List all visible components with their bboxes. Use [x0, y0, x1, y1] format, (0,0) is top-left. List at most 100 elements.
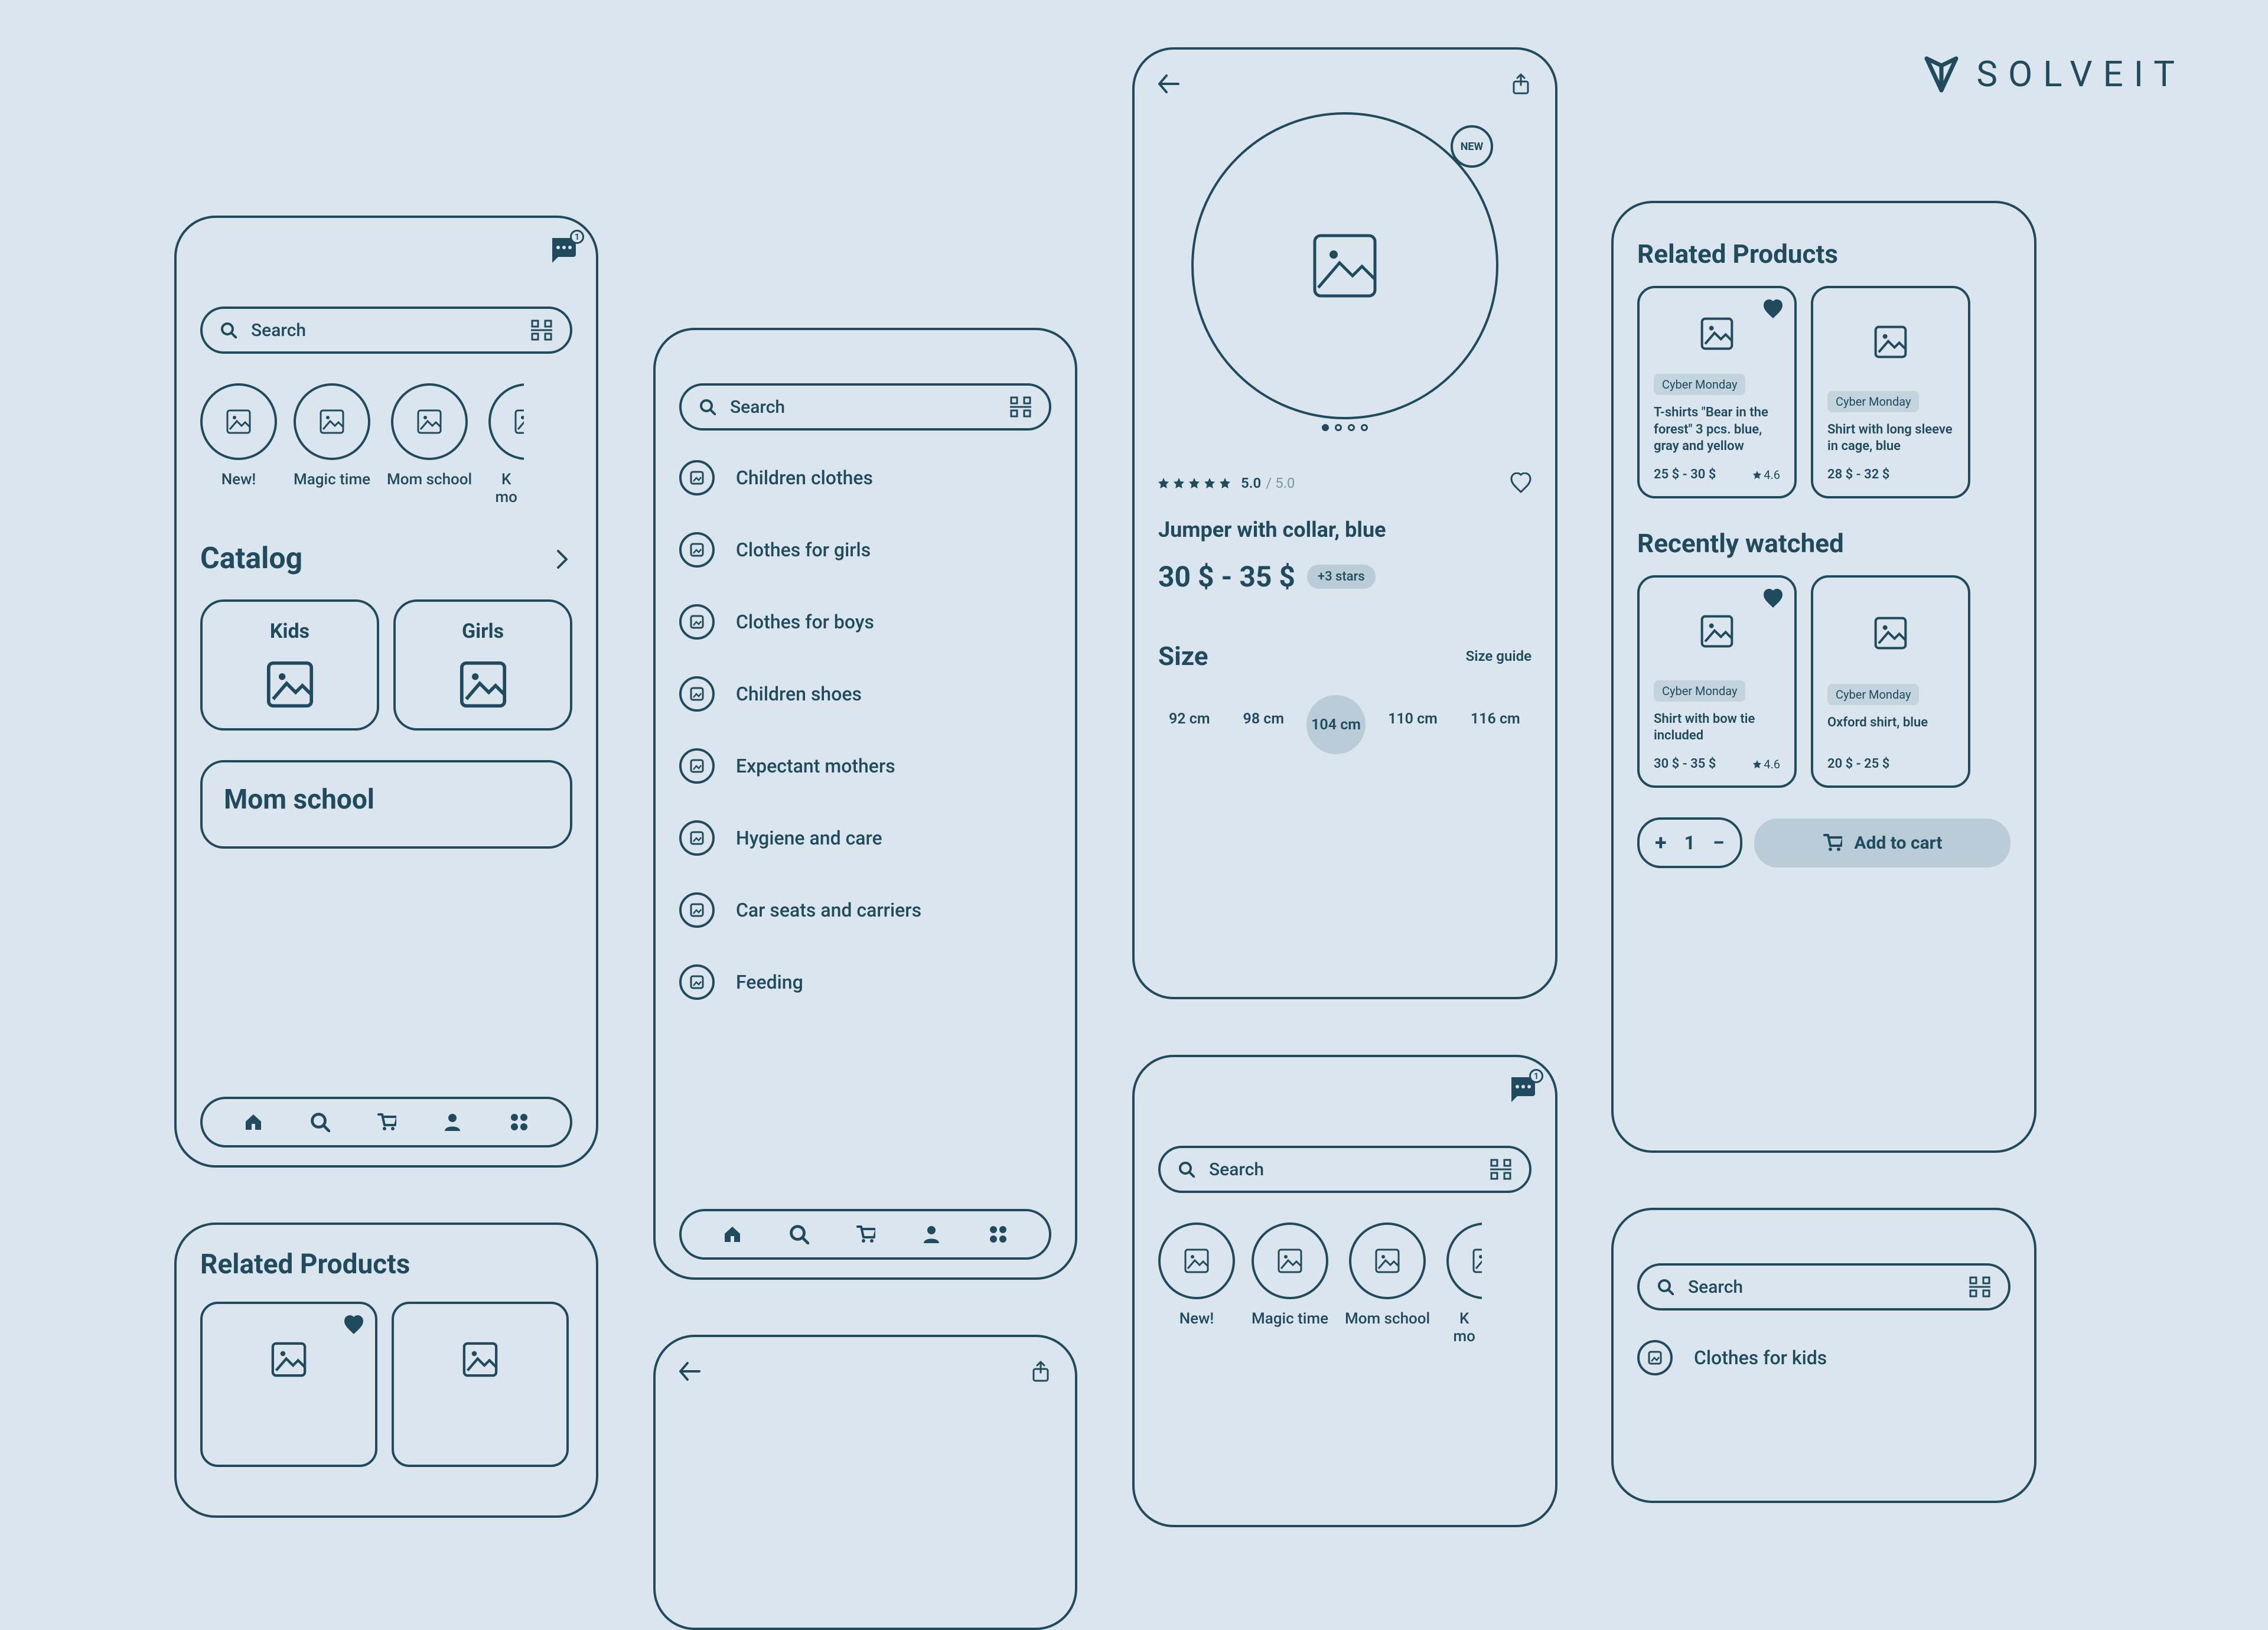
- barcode-icon[interactable]: [531, 320, 552, 341]
- product-card[interactable]: Cyber MondayShirt with bow tie included3…: [1637, 575, 1797, 788]
- product-hero-image[interactable]: NEW: [1191, 112, 1498, 419]
- card-title: Shirt with long sleeve in cage, blue: [1827, 422, 1954, 455]
- catalog-heading: Catalog: [200, 542, 302, 576]
- category-label: Children shoes: [736, 683, 862, 705]
- chevron-right-icon[interactable]: [552, 549, 572, 569]
- image-icon: [462, 1342, 498, 1377]
- category-item[interactable]: Children clothes: [679, 460, 1051, 495]
- barcode-icon[interactable]: [1969, 1276, 1990, 1298]
- share-icon[interactable]: [1510, 73, 1531, 94]
- barcode-icon[interactable]: [1010, 396, 1031, 418]
- screen-cropped: [653, 1335, 1077, 1630]
- screen-home-cropped: 1 Search New! Magic time Mom school K mo: [1132, 1055, 1557, 1527]
- share-icon[interactable]: [1030, 1361, 1051, 1382]
- size-guide-link[interactable]: Size guide: [1466, 648, 1531, 664]
- image-icon: [417, 409, 442, 434]
- product-card[interactable]: Cyber MondayOxford shirt, blue20 $ - 25 …: [1811, 575, 1970, 788]
- back-icon[interactable]: [679, 1361, 700, 1382]
- size-option[interactable]: 92 cm: [1158, 695, 1221, 754]
- image-icon: [1700, 317, 1733, 350]
- catalog-card[interactable]: Kids: [200, 599, 379, 731]
- story-item[interactable]: K mo: [1446, 1222, 1482, 1345]
- category-label: Car seats and carriers: [736, 899, 921, 921]
- barcode-icon[interactable]: [1490, 1159, 1511, 1180]
- story-item[interactable]: New!: [1158, 1222, 1235, 1345]
- search-input[interactable]: Search: [1637, 1263, 2010, 1310]
- image-icon: [226, 409, 251, 434]
- size-label: Size: [1158, 641, 1208, 671]
- story-item[interactable]: New!: [200, 383, 277, 506]
- cart-icon[interactable]: [376, 1112, 396, 1132]
- product-card[interactable]: Cyber MondayT-shirts "Bear in the forest…: [1637, 286, 1797, 498]
- search-input[interactable]: Search: [1158, 1146, 1531, 1193]
- rating-max: / 5.0: [1266, 475, 1295, 491]
- grid-icon[interactable]: [988, 1224, 1008, 1244]
- catalog-card[interactable]: Girls: [393, 599, 572, 731]
- story-item[interactable]: Mom school: [1345, 1222, 1430, 1345]
- add-to-cart-button[interactable]: Add to cart: [1754, 819, 2010, 868]
- category-item[interactable]: Car seats and carriers: [679, 892, 1051, 928]
- search-placeholder: Search: [1688, 1277, 1955, 1298]
- grid-icon[interactable]: [509, 1112, 529, 1132]
- stars-chip: +3 stars: [1307, 565, 1376, 589]
- category-item[interactable]: Hygiene and care: [679, 820, 1051, 856]
- card-rating: 4.6: [1753, 468, 1780, 482]
- story-label: Mom school: [1345, 1310, 1430, 1328]
- chat-button[interactable]: 1: [550, 236, 578, 266]
- category-icon: [690, 615, 704, 629]
- story-item[interactable]: Magic time: [294, 383, 370, 506]
- cart-icon[interactable]: [855, 1224, 875, 1244]
- category-item[interactable]: Clothes for girls: [679, 532, 1051, 568]
- search-icon: [220, 322, 237, 338]
- favorite-button[interactable]: [1510, 472, 1531, 494]
- home-icon[interactable]: [243, 1112, 263, 1132]
- search-nav-icon[interactable]: [789, 1224, 809, 1244]
- story-item[interactable]: Magic time: [1252, 1222, 1328, 1345]
- product-card[interactable]: Cyber MondayShirt with long sleeve in ca…: [1811, 286, 1970, 498]
- size-option[interactable]: 98 cm: [1233, 695, 1295, 754]
- category-item[interactable]: Clothes for kids: [1637, 1340, 2010, 1375]
- mom-school-card[interactable]: Mom school: [200, 760, 572, 849]
- category-item[interactable]: Children shoes: [679, 676, 1051, 712]
- catalog-row: Kids Girls: [200, 599, 572, 731]
- category-icon: [1648, 1351, 1662, 1365]
- qty-plus[interactable]: +: [1655, 830, 1667, 855]
- category-item[interactable]: Feeding: [679, 964, 1051, 1000]
- back-icon[interactable]: [1158, 73, 1179, 94]
- search-input[interactable]: Search: [679, 383, 1051, 431]
- user-icon[interactable]: [921, 1224, 941, 1244]
- product-card[interactable]: [200, 1302, 377, 1467]
- size-option[interactable]: 104 cm: [1306, 695, 1366, 754]
- category-icon: [690, 543, 704, 557]
- story-label: K mo: [1446, 1310, 1482, 1345]
- carousel-dots[interactable]: [1158, 424, 1531, 431]
- favorite-icon[interactable]: [343, 1315, 364, 1336]
- image-icon: [320, 409, 344, 434]
- size-option[interactable]: 116 cm: [1460, 695, 1531, 754]
- search-nav-icon[interactable]: [310, 1112, 330, 1132]
- search-icon: [1657, 1279, 1674, 1295]
- category-item[interactable]: Clothes for boys: [679, 604, 1051, 640]
- favorite-icon[interactable]: [1762, 299, 1784, 320]
- category-icon: [690, 471, 704, 485]
- screen-search-cropped: Search Clothes for kids: [1611, 1208, 2036, 1503]
- story-item[interactable]: K mo: [488, 383, 524, 506]
- screen-product-detail: NEW 5.0 / 5.0 Jumper with collar, blue 3…: [1132, 47, 1557, 999]
- size-option[interactable]: 110 cm: [1377, 695, 1448, 754]
- qty-value: 1: [1684, 832, 1695, 854]
- search-input[interactable]: Search: [200, 307, 572, 354]
- chat-button[interactable]: 1: [1509, 1075, 1537, 1106]
- logo-icon: [1921, 54, 1962, 95]
- search-icon: [699, 399, 716, 415]
- user-icon[interactable]: [442, 1112, 462, 1132]
- new-badge: NEW: [1451, 125, 1493, 168]
- story-label: Mom school: [387, 471, 472, 488]
- category-item[interactable]: Expectant mothers: [679, 748, 1051, 784]
- catalog-card-title: Kids: [220, 620, 359, 643]
- home-icon[interactable]: [722, 1224, 742, 1244]
- qty-minus[interactable]: −: [1713, 830, 1725, 855]
- quantity-stepper[interactable]: + 1 −: [1637, 817, 1742, 868]
- story-item[interactable]: Mom school: [387, 383, 472, 506]
- favorite-icon[interactable]: [1762, 588, 1784, 609]
- product-card[interactable]: [392, 1302, 569, 1467]
